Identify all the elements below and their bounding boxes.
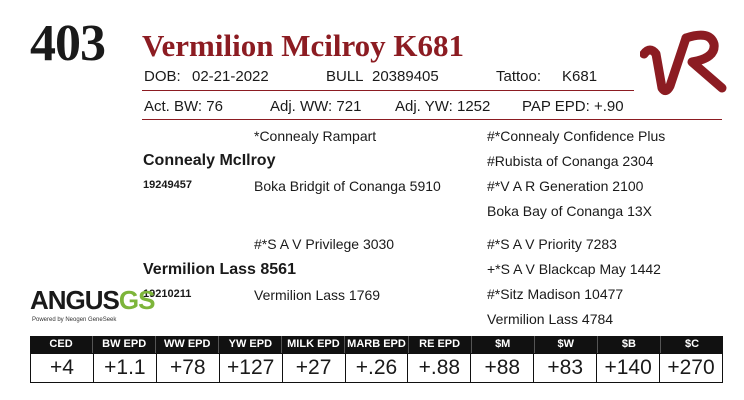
epd-header-row: CED BW EPD WW EPD YW EPD MILK EPD MARB E… (30, 336, 723, 353)
epd-header-yw: YW EPD (219, 336, 283, 353)
sire-dam: Boka Bridgit of Conanga 5910 (254, 178, 441, 194)
vr-brand-logo (639, 16, 728, 100)
tattoo-value: K681 (562, 68, 598, 85)
adjusted-yearling-weight: Adj. YW: 1252 (395, 98, 491, 115)
dob-value: 02-21-2022 (192, 68, 269, 85)
registration-number: 20389405 (372, 68, 439, 85)
dam-sire-sire: #*S A V Priority 7283 (487, 236, 617, 252)
epd-header-ww: WW EPD (156, 336, 220, 353)
sire-sire: *Connealy Rampart (254, 128, 377, 144)
sire-registration: 19249457 (143, 179, 192, 191)
gs-logo-text: GS (118, 285, 156, 315)
lot-number: 403 (30, 15, 106, 72)
angus-gs-logo: ANGUSGS (30, 285, 156, 315)
dam-name: Vermilion Lass 8561 (143, 261, 296, 278)
epd-table: CED BW EPD WW EPD YW EPD MILK EPD MARB E… (30, 336, 723, 383)
epd-header-re: RE EPD (409, 336, 472, 353)
epd-header-b: $B (598, 336, 661, 353)
powered-by-text: Powered by Neogen GeneSeek (32, 317, 117, 323)
dam-sire-dam: +*S A V Blackcap May 1442 (487, 261, 661, 277)
angus-logo-text: ANGUS (30, 285, 120, 315)
sire-sire-dam: #Rubista of Conanga 2304 (487, 153, 654, 169)
epd-header-milk: MILK EPD (282, 336, 346, 353)
sex-label: BULL (326, 68, 364, 85)
tattoo-label: Tattoo: (496, 68, 542, 85)
divider-line (142, 119, 722, 120)
sire-dam-dam: Boka Bay of Conanga 13X (487, 203, 653, 219)
dam-dam-sire: #*Sitz Madison 10477 (487, 286, 624, 302)
dam-sire: #*S A V Privilege 3030 (254, 236, 395, 252)
epd-value-yw: +127 (220, 354, 283, 382)
epd-value-re: +.88 (408, 354, 472, 382)
epd-value-ced: +4 (31, 354, 94, 382)
dam-dam: Vermilion Lass 1769 (254, 287, 381, 303)
epd-value-milk: +27 (283, 354, 346, 382)
dam-dam-dam: Vermilion Lass 4784 (487, 311, 614, 327)
epd-value-bw: +1.1 (94, 354, 157, 382)
epd-value-w: +83 (534, 354, 598, 382)
sire-name: Connealy McIlroy (143, 152, 276, 169)
epd-value-c: +270 (667, 356, 715, 379)
epd-header-bw: BW EPD (93, 336, 157, 353)
epd-header-m: $M (472, 336, 535, 353)
divider-line (142, 90, 634, 91)
epd-value-marb: +.26 (346, 354, 409, 382)
epd-value-m: +88 (471, 354, 535, 382)
animal-name: Vermilion Mcilroy K681 (142, 28, 465, 63)
epd-value-row: +4 +1.1 +78 +127 +27 +.26 +.88 +88 +83 +… (30, 353, 723, 383)
sire-dam-sire: #*V A R Generation 2100 (487, 178, 644, 194)
dob-label: DOB: (144, 68, 181, 85)
epd-header-marb: MARB EPD (345, 336, 409, 353)
sire-sire-sire: #*Connealy Confidence Plus (487, 128, 666, 144)
epd-header-c: $C (684, 338, 700, 350)
pap-epd: PAP EPD: +.90 (522, 98, 624, 115)
epd-header-w: $W (535, 336, 598, 353)
adjusted-weaning-weight: Adj. WW: 721 (270, 98, 362, 115)
epd-value-b: +140 (597, 354, 661, 382)
epd-header-ced: CED (30, 336, 94, 353)
epd-value-ww: +78 (157, 354, 220, 382)
actual-birth-weight: Act. BW: 76 (144, 98, 223, 115)
dam-registration: 19210211 (143, 288, 192, 300)
